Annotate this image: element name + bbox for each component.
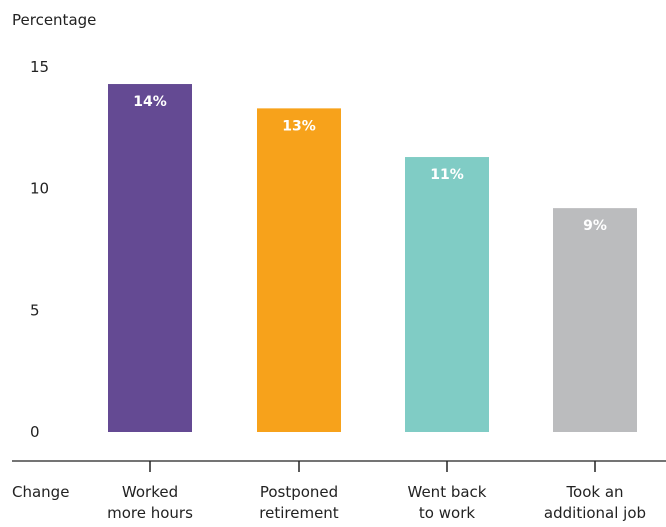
x-category-label: Worked: [122, 483, 178, 501]
bar-value-label: 13%: [282, 118, 316, 134]
x-category-label: Postponed: [260, 483, 338, 501]
y-tick-label: 0: [30, 423, 40, 441]
y-axis-title: Percentage: [12, 11, 96, 29]
y-axis-ticks: 0 5 10 15: [30, 58, 49, 441]
bars: [108, 84, 637, 433]
bar-value-label: 9%: [583, 218, 607, 234]
bar: [553, 208, 637, 432]
x-category-label: additional job: [544, 504, 646, 522]
y-tick-label: 5: [30, 301, 40, 319]
bar-value-label: 11%: [430, 167, 464, 183]
y-tick-label: 15: [30, 58, 49, 76]
y-tick-label: 10: [30, 180, 49, 198]
x-axis-category-labels: Worked more hours Postponed retirement Went …: [107, 483, 646, 522]
x-axis-ticks: [149, 461, 596, 472]
bar-value-label: 14%: [133, 94, 167, 110]
x-category-label: Went back: [408, 483, 487, 501]
bar: [405, 157, 489, 433]
x-category-label: retirement: [259, 504, 339, 522]
x-category-label: to work: [419, 504, 475, 522]
x-category-label: Took an: [565, 483, 623, 501]
bar: [108, 84, 192, 433]
x-category-label: more hours: [107, 504, 193, 522]
bar: [257, 108, 341, 432]
bar-data-labels: 14% 13% 11% 9%: [133, 94, 607, 234]
x-axis-title: Change: [12, 483, 69, 501]
